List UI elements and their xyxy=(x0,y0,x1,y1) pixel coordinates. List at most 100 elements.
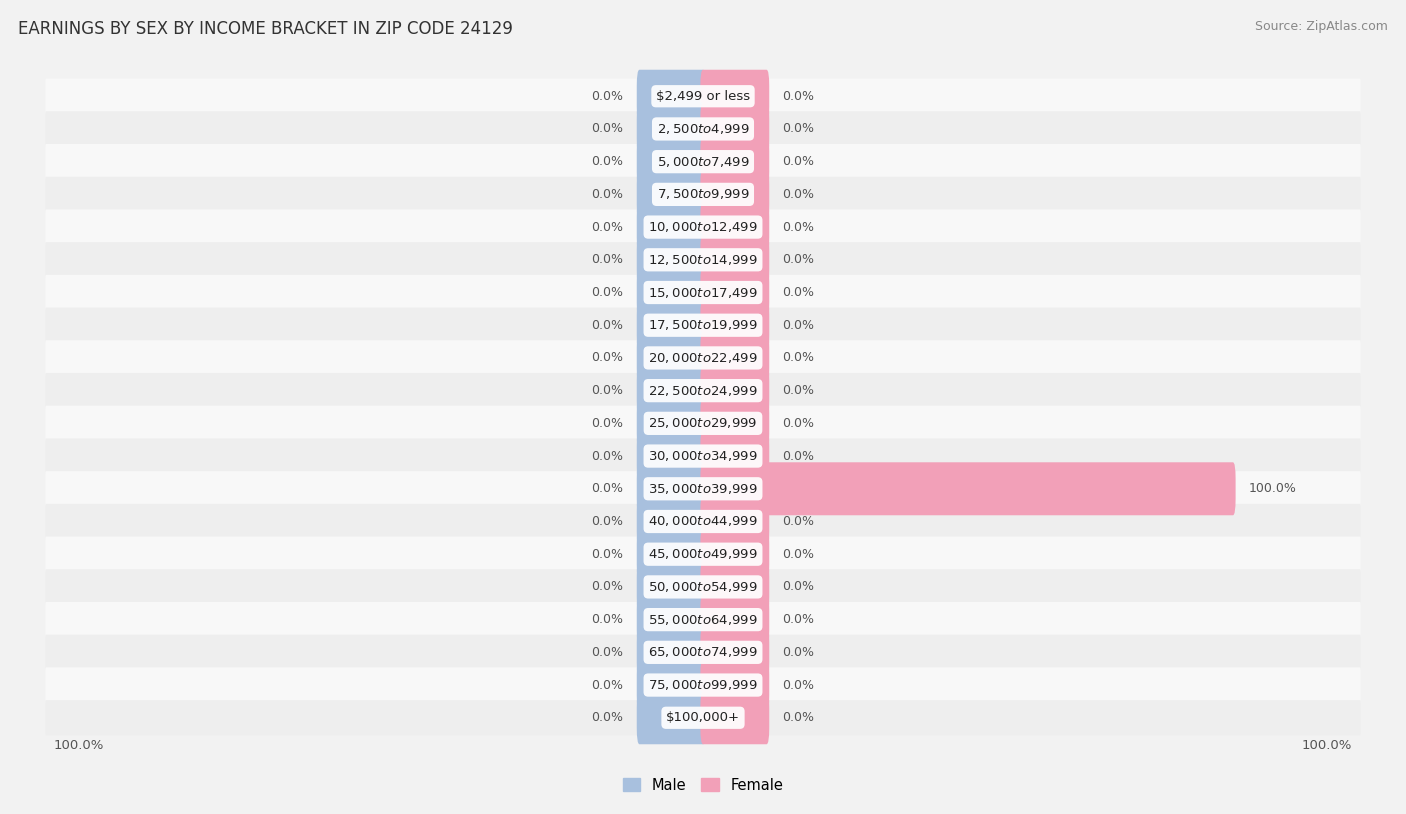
Text: $65,000 to $74,999: $65,000 to $74,999 xyxy=(648,646,758,659)
Text: 0.0%: 0.0% xyxy=(783,90,814,103)
FancyBboxPatch shape xyxy=(700,430,769,483)
Text: 0.0%: 0.0% xyxy=(592,122,623,135)
FancyBboxPatch shape xyxy=(637,430,706,483)
FancyBboxPatch shape xyxy=(700,462,1236,515)
Text: 0.0%: 0.0% xyxy=(783,384,814,397)
Text: 100.0%: 100.0% xyxy=(1302,739,1353,752)
FancyBboxPatch shape xyxy=(700,560,769,614)
FancyBboxPatch shape xyxy=(700,103,769,155)
Text: 0.0%: 0.0% xyxy=(783,548,814,561)
FancyBboxPatch shape xyxy=(637,593,706,646)
FancyBboxPatch shape xyxy=(637,691,706,744)
FancyBboxPatch shape xyxy=(700,659,769,711)
Text: $17,500 to $19,999: $17,500 to $19,999 xyxy=(648,318,758,332)
Text: $100,000+: $100,000+ xyxy=(666,711,740,724)
Text: 0.0%: 0.0% xyxy=(592,679,623,692)
Text: 0.0%: 0.0% xyxy=(783,122,814,135)
Text: 0.0%: 0.0% xyxy=(592,515,623,528)
Text: $22,500 to $24,999: $22,500 to $24,999 xyxy=(648,383,758,398)
Text: $55,000 to $64,999: $55,000 to $64,999 xyxy=(648,613,758,627)
FancyBboxPatch shape xyxy=(45,144,1361,179)
FancyBboxPatch shape xyxy=(700,200,769,254)
Text: $40,000 to $44,999: $40,000 to $44,999 xyxy=(648,514,758,528)
FancyBboxPatch shape xyxy=(637,462,706,515)
FancyBboxPatch shape xyxy=(45,536,1361,572)
FancyBboxPatch shape xyxy=(700,495,769,548)
FancyBboxPatch shape xyxy=(700,364,769,417)
Text: $15,000 to $17,499: $15,000 to $17,499 xyxy=(648,286,758,300)
Text: 0.0%: 0.0% xyxy=(592,548,623,561)
FancyBboxPatch shape xyxy=(45,177,1361,212)
Text: 0.0%: 0.0% xyxy=(592,352,623,365)
Text: $30,000 to $34,999: $30,000 to $34,999 xyxy=(648,449,758,463)
FancyBboxPatch shape xyxy=(45,569,1361,605)
FancyBboxPatch shape xyxy=(637,560,706,614)
FancyBboxPatch shape xyxy=(637,266,706,319)
FancyBboxPatch shape xyxy=(700,397,769,450)
FancyBboxPatch shape xyxy=(637,527,706,580)
Text: 0.0%: 0.0% xyxy=(783,613,814,626)
Text: 0.0%: 0.0% xyxy=(783,352,814,365)
FancyBboxPatch shape xyxy=(637,659,706,711)
Text: 0.0%: 0.0% xyxy=(592,449,623,462)
FancyBboxPatch shape xyxy=(637,299,706,352)
FancyBboxPatch shape xyxy=(700,299,769,352)
Text: 0.0%: 0.0% xyxy=(592,188,623,201)
Text: 0.0%: 0.0% xyxy=(592,384,623,397)
Text: 0.0%: 0.0% xyxy=(592,482,623,495)
Text: 0.0%: 0.0% xyxy=(783,515,814,528)
FancyBboxPatch shape xyxy=(637,364,706,417)
FancyBboxPatch shape xyxy=(45,308,1361,343)
Text: 0.0%: 0.0% xyxy=(783,449,814,462)
Text: 0.0%: 0.0% xyxy=(592,417,623,430)
Text: 0.0%: 0.0% xyxy=(783,155,814,168)
FancyBboxPatch shape xyxy=(637,331,706,384)
FancyBboxPatch shape xyxy=(45,209,1361,245)
Text: 0.0%: 0.0% xyxy=(783,319,814,332)
Text: 100.0%: 100.0% xyxy=(53,739,104,752)
FancyBboxPatch shape xyxy=(700,691,769,744)
Text: 0.0%: 0.0% xyxy=(592,155,623,168)
Text: $2,500 to $4,999: $2,500 to $4,999 xyxy=(657,122,749,136)
Text: EARNINGS BY SEX BY INCOME BRACKET IN ZIP CODE 24129: EARNINGS BY SEX BY INCOME BRACKET IN ZIP… xyxy=(18,20,513,38)
Text: 0.0%: 0.0% xyxy=(783,417,814,430)
Text: 0.0%: 0.0% xyxy=(783,711,814,724)
Text: 0.0%: 0.0% xyxy=(783,580,814,593)
FancyBboxPatch shape xyxy=(45,373,1361,409)
Text: $75,000 to $99,999: $75,000 to $99,999 xyxy=(648,678,758,692)
Legend: Male, Female: Male, Female xyxy=(617,772,789,799)
FancyBboxPatch shape xyxy=(637,70,706,123)
FancyBboxPatch shape xyxy=(45,439,1361,474)
FancyBboxPatch shape xyxy=(45,700,1361,735)
FancyBboxPatch shape xyxy=(637,397,706,450)
FancyBboxPatch shape xyxy=(45,635,1361,670)
Text: 0.0%: 0.0% xyxy=(783,646,814,659)
FancyBboxPatch shape xyxy=(700,234,769,287)
Text: $2,499 or less: $2,499 or less xyxy=(657,90,749,103)
FancyBboxPatch shape xyxy=(700,626,769,679)
FancyBboxPatch shape xyxy=(700,70,769,123)
FancyBboxPatch shape xyxy=(45,112,1361,147)
FancyBboxPatch shape xyxy=(637,495,706,548)
Text: 0.0%: 0.0% xyxy=(783,253,814,266)
FancyBboxPatch shape xyxy=(700,593,769,646)
Text: 0.0%: 0.0% xyxy=(783,188,814,201)
Text: 0.0%: 0.0% xyxy=(592,221,623,234)
Text: $50,000 to $54,999: $50,000 to $54,999 xyxy=(648,580,758,594)
FancyBboxPatch shape xyxy=(700,527,769,580)
FancyBboxPatch shape xyxy=(45,405,1361,441)
FancyBboxPatch shape xyxy=(45,242,1361,278)
FancyBboxPatch shape xyxy=(700,135,769,188)
Text: Source: ZipAtlas.com: Source: ZipAtlas.com xyxy=(1254,20,1388,33)
Text: 0.0%: 0.0% xyxy=(592,711,623,724)
Text: 0.0%: 0.0% xyxy=(592,613,623,626)
Text: $5,000 to $7,499: $5,000 to $7,499 xyxy=(657,155,749,168)
Text: $7,500 to $9,999: $7,500 to $9,999 xyxy=(657,187,749,201)
FancyBboxPatch shape xyxy=(45,504,1361,539)
Text: 0.0%: 0.0% xyxy=(783,679,814,692)
Text: 0.0%: 0.0% xyxy=(783,221,814,234)
Text: 0.0%: 0.0% xyxy=(592,90,623,103)
FancyBboxPatch shape xyxy=(637,168,706,221)
Text: $12,500 to $14,999: $12,500 to $14,999 xyxy=(648,253,758,267)
FancyBboxPatch shape xyxy=(637,135,706,188)
